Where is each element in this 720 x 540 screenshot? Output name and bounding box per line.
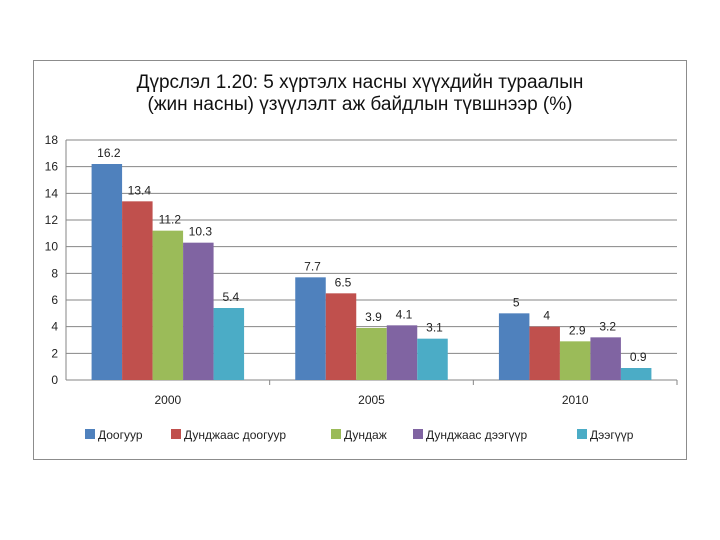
bar [529,326,560,380]
legend-label: Доогуур [98,428,143,442]
bar [620,368,652,380]
bar [590,337,621,380]
bar [183,242,214,380]
bar [91,164,123,380]
legend-label: Дундаж [344,428,387,442]
y-tick-label: 0 [51,373,58,387]
legend-label: Дээгүүр [590,428,634,442]
y-tick-label: 18 [45,133,59,147]
x-tick-label: 2010 [562,393,589,407]
y-tick-label: 14 [45,186,59,200]
legend-label: Дунджаас дээгүүр [426,428,527,442]
chart-title-line-2: (жин насны) үзүүлэлт аж байдлын түвшнээр… [147,94,573,115]
data-label: 6.5 [335,275,352,289]
y-tick-label: 8 [51,266,58,280]
data-label: 0.9 [630,350,647,364]
chart-title-line-1: Дүрслэл 1.20: 5 хүртэлх насны хүүхдийн т… [136,72,584,93]
bar [295,277,326,380]
data-label: 11.2 [159,213,182,227]
legend-swatch [171,429,181,439]
legend-swatch [413,429,423,439]
y-tick-label: 6 [51,293,58,307]
legend-label: Дунджаас доогуур [184,428,286,442]
y-tick-label: 16 [45,160,59,174]
legend-swatch [331,429,341,439]
data-label: 10.3 [189,225,213,239]
data-label: 3.1 [426,321,443,335]
data-label: 5.4 [222,290,239,304]
data-label: 13.4 [128,183,152,197]
bar [356,328,387,380]
chart-title: Дүрслэл 1.20: 5 хүртэлх насны хүүхдийн т… [33,72,687,116]
data-label: 4 [543,309,550,323]
y-tick-label: 12 [45,213,59,227]
data-label: 3.2 [599,319,616,333]
x-tick-label: 2000 [154,393,181,407]
bar [417,338,448,380]
bar [498,313,530,380]
legend-swatch [85,429,95,439]
data-label: 2.9 [569,323,586,337]
x-tick-label: 2005 [358,393,385,407]
y-tick-label: 2 [51,346,58,360]
bar [325,293,357,380]
bar [559,341,591,380]
y-tick-label: 10 [45,240,59,254]
bar [152,230,184,380]
data-label: 3.9 [365,310,382,324]
bar [386,325,418,380]
data-label: 5 [513,295,520,309]
data-label: 4.1 [396,307,413,321]
bar [213,308,245,380]
bar [122,201,153,380]
data-label: 7.7 [304,259,321,273]
legend-swatch [577,429,587,439]
data-label: 16.2 [97,146,121,160]
y-tick-label: 4 [51,320,58,334]
